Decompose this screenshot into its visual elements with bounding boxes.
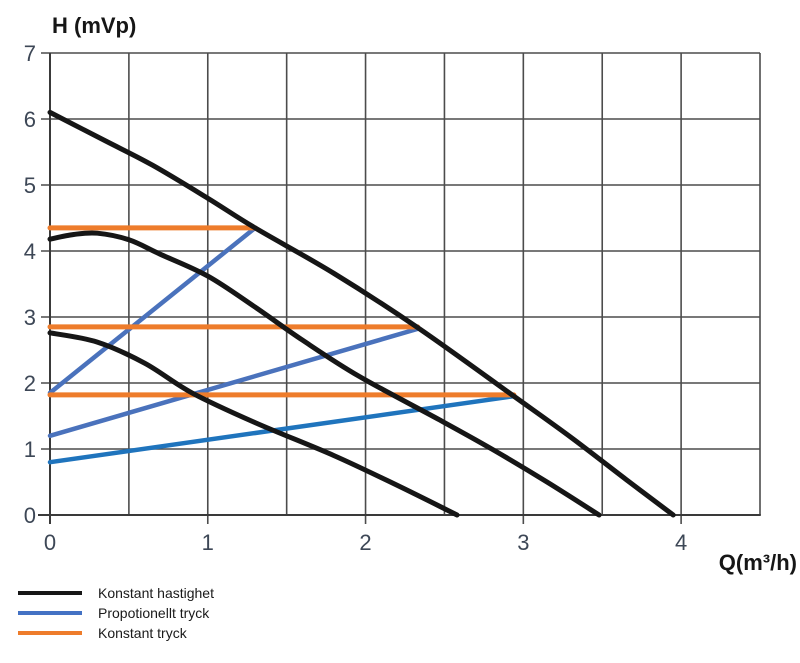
- legend-item-1: Propotionellt tryck: [18, 603, 214, 623]
- y-tick-label: 0: [24, 503, 36, 528]
- legend-label: Propotionellt tryck: [98, 605, 210, 621]
- legend-line-swatch: [18, 611, 82, 615]
- x-tick-label: 1: [202, 530, 214, 555]
- y-axis-title: H (mVp): [52, 13, 136, 38]
- y-tick-label: 1: [24, 437, 36, 462]
- y-tick-label: 2: [24, 371, 36, 396]
- legend-line-swatch: [18, 631, 82, 635]
- curve-konstant-hastighet-mellan: [47, 230, 602, 518]
- y-tick-label: 7: [24, 41, 36, 66]
- legend-label: Konstant hastighet: [98, 585, 214, 601]
- y-tick-label: 5: [24, 173, 36, 198]
- x-tick-label: 2: [359, 530, 371, 555]
- legend-line-swatch: [18, 591, 82, 595]
- legend-item-2: Konstant tryck: [18, 623, 214, 643]
- plot-series: [47, 109, 676, 518]
- curve-konstant-hastighet-max: [47, 109, 676, 518]
- plot-grid: [38, 52, 761, 524]
- axis-tick-labels: 0 1 2 3 4 5 6 7 0 1 2 3 4: [24, 41, 687, 555]
- curve-propotionellt-tryck-3: [47, 393, 517, 465]
- curve-propotionellt-tryck-2: [47, 326, 420, 439]
- legend-label: Konstant tryck: [98, 625, 187, 641]
- x-axis-title: Q(m³/h): [719, 550, 797, 575]
- x-tick-label: 4: [675, 530, 687, 555]
- x-tick-label: 0: [44, 530, 56, 555]
- y-tick-label: 3: [24, 305, 36, 330]
- y-tick-label: 4: [24, 239, 36, 264]
- curve-propotionellt-tryck-1: [47, 225, 258, 396]
- y-tick-label: 6: [24, 107, 36, 132]
- x-tick-label: 3: [517, 530, 529, 555]
- curve-konstant-hastighet-min: [47, 330, 460, 518]
- legend: Konstant hastighet Propotionellt tryck Kon…: [18, 583, 214, 643]
- legend-item-0: Konstant hastighet: [18, 583, 214, 603]
